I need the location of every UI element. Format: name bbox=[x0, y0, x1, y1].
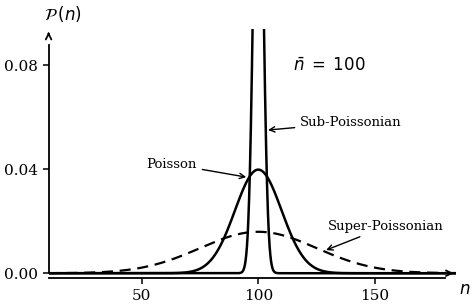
Text: Sub-Poissonian: Sub-Poissonian bbox=[270, 116, 402, 132]
Text: $n$: $n$ bbox=[459, 281, 470, 298]
Text: Super-Poissonian: Super-Poissonian bbox=[328, 220, 444, 250]
Text: Poisson: Poisson bbox=[146, 157, 245, 179]
Text: $\mathcal{P}\,(n)$: $\mathcal{P}\,(n)$ bbox=[44, 4, 82, 24]
Text: $\bar{n}\; =\; 100$: $\bar{n}\; =\; 100$ bbox=[293, 58, 366, 75]
